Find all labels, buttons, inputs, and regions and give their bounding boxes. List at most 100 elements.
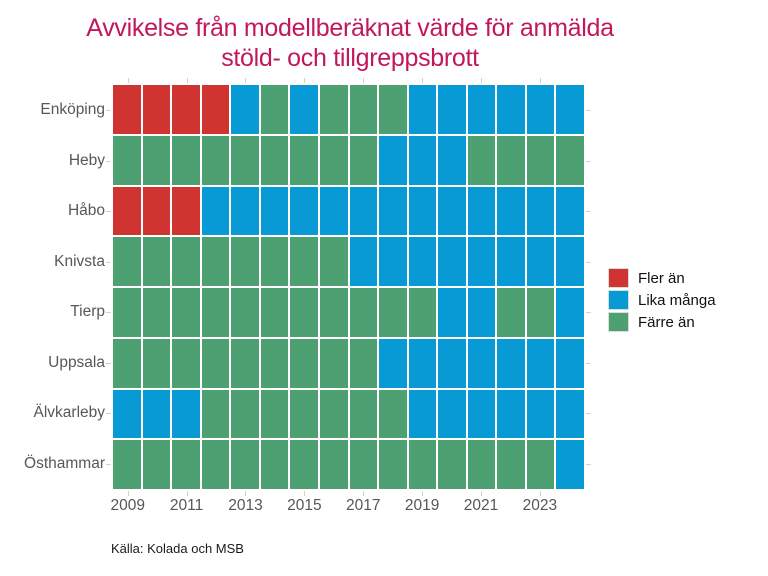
- heatmap-cell: [408, 237, 437, 286]
- axis-tick: [539, 78, 541, 83]
- heatmap-cell: [497, 85, 525, 134]
- heatmap-cell: [260, 338, 289, 388]
- heatmap-cell: [438, 237, 466, 286]
- axis-tick: [106, 362, 111, 364]
- x-axis-label: 2013: [228, 497, 263, 514]
- heatmap-cell: [231, 288, 259, 337]
- heatmap-cell: [497, 389, 525, 439]
- heatmap-cell: [260, 237, 289, 286]
- heatmap-cell: [526, 389, 555, 439]
- heatmap-cell: [556, 338, 584, 388]
- x-axis-label: 2011: [169, 497, 204, 514]
- heatmap-cell: [438, 85, 466, 134]
- chart-title: Avvikelse från modellberäknat värde för …: [0, 13, 700, 73]
- legend-label: Färre än: [638, 313, 695, 331]
- axis-tick: [186, 78, 188, 83]
- heatmap-cell: [260, 288, 289, 337]
- heatmap-cell: [467, 237, 496, 286]
- y-axis-label: Östhammar: [24, 454, 105, 472]
- axis-tick: [106, 463, 111, 465]
- axis-tick: [586, 211, 591, 213]
- heatmap-cell: [231, 389, 259, 439]
- heatmap-cell: [113, 135, 141, 185]
- heatmap-cell: [231, 85, 259, 134]
- heatmap-cell: [113, 389, 141, 439]
- x-axis-label: 2017: [345, 497, 381, 514]
- axis-tick: [127, 78, 129, 83]
- heatmap-cell: [467, 186, 496, 236]
- legend-swatch: [608, 312, 629, 332]
- heatmap-cell: [290, 338, 318, 388]
- heatmap-cell: [290, 389, 318, 439]
- heatmap-cell: [201, 389, 230, 439]
- heatmap-cell: [172, 135, 200, 185]
- heatmap-cell: [526, 338, 555, 388]
- heatmap-cell: [113, 288, 141, 337]
- heatmap-cell: [290, 440, 318, 489]
- heatmap-cell: [349, 440, 378, 489]
- heatmap-cell: [526, 237, 555, 286]
- heatmap-cell: [526, 288, 555, 337]
- legend-label: Fler än: [638, 269, 685, 287]
- heatmap-cell: [467, 288, 496, 337]
- x-axis-label: 2015: [287, 497, 322, 514]
- axis-tick: [304, 78, 306, 83]
- axis-tick: [363, 491, 365, 496]
- heatmap-cell: [201, 237, 230, 286]
- axis-tick: [539, 491, 541, 496]
- heatmap-cell: [379, 389, 407, 439]
- heatmap-cell: [408, 389, 437, 439]
- axis-tick: [586, 160, 591, 162]
- heatmap-cell: [438, 440, 466, 489]
- heatmap-cell: [408, 288, 437, 337]
- legend-item: Fler än: [608, 268, 716, 288]
- heatmap-cell: [379, 186, 407, 236]
- heatmap-cell: [379, 338, 407, 388]
- heatmap-cell: [172, 288, 200, 337]
- heatmap-cell: [349, 338, 378, 388]
- heatmap-cell: [142, 440, 171, 489]
- heatmap-cell: [379, 440, 407, 489]
- source-caption: Källa: Kolada och MSB: [111, 541, 244, 556]
- heatmap-cell: [201, 440, 230, 489]
- heatmap-cell: [172, 440, 200, 489]
- heatmap-cell: [467, 338, 496, 388]
- heatmap-cell: [408, 338, 437, 388]
- axis-tick: [586, 362, 591, 364]
- heatmap-cell: [438, 389, 466, 439]
- heatmap-cell: [497, 186, 525, 236]
- heatmap-cell: [142, 85, 171, 134]
- axis-tick: [106, 211, 111, 213]
- heatmap-cell: [438, 338, 466, 388]
- axis-tick: [586, 463, 591, 465]
- heatmap-cell: [113, 186, 141, 236]
- heatmap-cell: [201, 135, 230, 185]
- heatmap-cell: [319, 389, 348, 439]
- heatmap-cell: [201, 338, 230, 388]
- heatmap-cell: [201, 288, 230, 337]
- heatmap-cell: [172, 85, 200, 134]
- axis-tick: [586, 110, 591, 112]
- heatmap-cell: [349, 389, 378, 439]
- y-axis-label: Heby: [68, 151, 105, 169]
- chart-title-line2: stöld- och tillgreppsbrott: [221, 44, 479, 72]
- heatmap-cell: [556, 85, 584, 134]
- legend-item: Lika många: [608, 290, 716, 310]
- heatmap-cell: [319, 440, 348, 489]
- heatmap-cell: [142, 389, 171, 439]
- heatmap-cell: [556, 389, 584, 439]
- heatmap-cell: [379, 135, 407, 185]
- heatmap-cell: [556, 186, 584, 236]
- heatmap-cell: [467, 440, 496, 489]
- heatmap-cell: [201, 186, 230, 236]
- heatmap-cell: [142, 135, 171, 185]
- heatmap-cell: [231, 237, 259, 286]
- y-axis-label: Älvkarleby: [33, 404, 106, 422]
- heatmap-cell: [231, 186, 259, 236]
- heatmap-cell: [408, 85, 437, 134]
- x-axis-label: 2021: [463, 497, 499, 514]
- legend: Fler än Lika många Färre än: [608, 268, 716, 334]
- heatmap-cell: [349, 288, 378, 337]
- heatmap-cell: [113, 237, 141, 286]
